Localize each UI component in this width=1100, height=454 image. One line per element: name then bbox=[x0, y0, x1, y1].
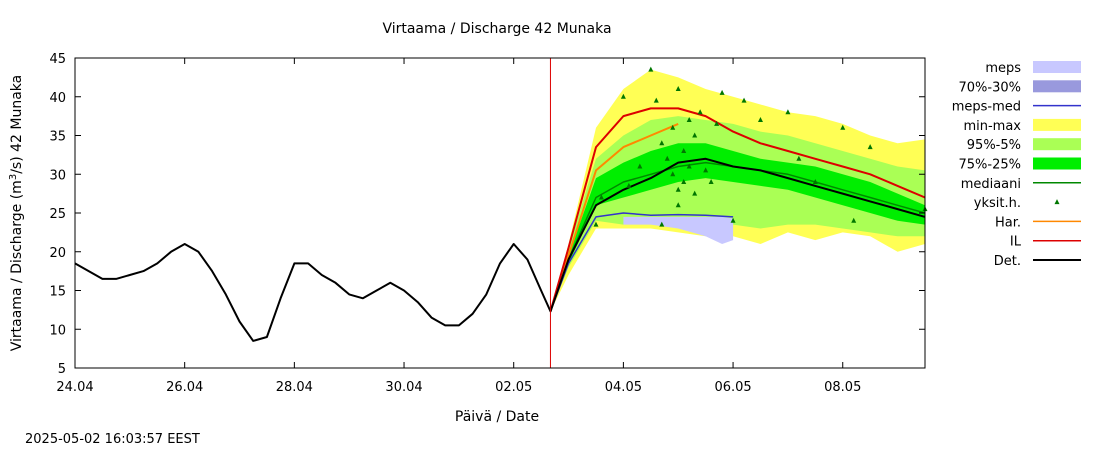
x-tick-label: 02.05 bbox=[495, 380, 532, 395]
series-layer bbox=[74, 107, 926, 342]
legend: meps 70%-30% meps-med min-max 95%-5% 75%-25% m… bbox=[952, 61, 1081, 269]
x-tick-label: 08.05 bbox=[824, 380, 861, 395]
x-tick-label: 06.05 bbox=[714, 380, 751, 395]
legend-label-min-max: min-max bbox=[963, 119, 1021, 134]
ensemble-point bbox=[659, 140, 665, 146]
y-axis-label-sup: 3 bbox=[8, 174, 19, 180]
x-tick-label: 28.04 bbox=[276, 380, 313, 395]
ensemble-point bbox=[703, 167, 709, 173]
ensemble-point bbox=[620, 93, 626, 99]
ensemble-point bbox=[675, 186, 681, 192]
legend-swatch-95-5 bbox=[1033, 138, 1081, 151]
bands-layer bbox=[550, 69, 925, 312]
ensemble-point bbox=[653, 97, 659, 103]
y-tick-label: 25 bbox=[49, 207, 66, 222]
legend-label-meps: meps bbox=[985, 61, 1021, 76]
ensemble-point bbox=[719, 89, 725, 95]
legend-swatch-min-max bbox=[1033, 118, 1081, 131]
x-tick-label: 24.04 bbox=[56, 380, 93, 395]
ensemble-point bbox=[598, 194, 604, 200]
ensemble-point bbox=[867, 144, 873, 150]
ensemble-point bbox=[648, 66, 654, 72]
y-tick-label: 40 bbox=[49, 91, 66, 106]
legend-label-har: Har. bbox=[995, 215, 1021, 230]
x-tick-label: 26.04 bbox=[166, 380, 203, 395]
ensemble-point bbox=[692, 190, 698, 196]
band-75-25 bbox=[550, 143, 925, 312]
ensemble-point bbox=[785, 109, 791, 115]
y-tick-label: 30 bbox=[49, 168, 66, 183]
ensemble-point bbox=[796, 155, 802, 161]
ensemble-point bbox=[697, 109, 703, 115]
legend-label-mediaani: mediaani bbox=[961, 177, 1021, 192]
series-line-meps-med bbox=[549, 212, 734, 312]
y-tick-label: 35 bbox=[49, 130, 66, 145]
series-line-det bbox=[74, 157, 926, 342]
ensemble-point bbox=[664, 155, 670, 161]
ensemble-point bbox=[675, 202, 681, 208]
ensemble-point bbox=[757, 117, 763, 122]
ensemble-point bbox=[637, 163, 643, 169]
ensemble-point bbox=[840, 124, 846, 130]
legend-swatch-meps bbox=[1033, 61, 1081, 73]
x-tick-label: 04.05 bbox=[605, 380, 642, 395]
band-meps bbox=[623, 216, 734, 244]
legend-label-il: IL bbox=[1010, 235, 1022, 250]
legend-swatch-yksit-h bbox=[1054, 199, 1060, 205]
ensemble-point bbox=[675, 86, 681, 91]
timestamp-footer: 2025-05-02 16:03:57 EEST bbox=[25, 432, 200, 447]
legend-swatch-75-25 bbox=[1033, 157, 1081, 170]
legend-label-95-5: 95%-5% bbox=[967, 138, 1021, 153]
ensemble-point bbox=[851, 217, 857, 223]
ensemble-point bbox=[741, 97, 747, 103]
ensemble-point bbox=[681, 148, 687, 153]
axes-layer: 5 10 15 20 25 30 35 40 45 24.04 26.04 28.04 30.04 02.… bbox=[49, 52, 925, 395]
points-layer bbox=[593, 66, 928, 227]
legend-swatch-70-30 bbox=[1033, 80, 1081, 93]
y-tick-label: 45 bbox=[49, 52, 66, 67]
ensemble-point bbox=[812, 179, 818, 184]
ensemble-point bbox=[681, 179, 687, 184]
chart-title: Virtaama / Discharge 42 Munaka bbox=[382, 21, 611, 37]
legend-label-70-30: 70%-30% bbox=[959, 80, 1021, 95]
legend-label-meps-med: meps-med bbox=[952, 100, 1021, 115]
ensemble-point bbox=[730, 217, 736, 223]
ensemble-point bbox=[714, 120, 720, 126]
series-line-il bbox=[549, 107, 926, 312]
series-line-har bbox=[549, 122, 679, 312]
y-tick-label: 5 bbox=[58, 362, 66, 377]
legend-label-yksit-h: yksit.h. bbox=[974, 196, 1021, 211]
x-axis-label: Päivä / Date bbox=[455, 409, 539, 425]
ensemble-point bbox=[670, 171, 676, 177]
y-tick-label: 10 bbox=[49, 323, 66, 338]
y-axis-label-rest: /s) 42 Munaka bbox=[9, 75, 25, 174]
y-tick-label: 20 bbox=[49, 246, 66, 261]
y-axis-label-main: Virtaama / Discharge (m bbox=[9, 180, 25, 351]
legend-label-det: Det. bbox=[994, 254, 1021, 269]
y-axis-label: Virtaama / Discharge (m3/s) 42 Munaka bbox=[8, 75, 26, 352]
ensemble-point bbox=[670, 124, 676, 130]
ensemble-point bbox=[708, 179, 714, 184]
ensemble-point bbox=[686, 117, 692, 122]
ensemble-point bbox=[692, 132, 698, 138]
ensemble-point bbox=[626, 182, 632, 188]
ensemble-point bbox=[593, 221, 599, 227]
x-tick-label: 30.04 bbox=[385, 380, 422, 395]
y-tick-label: 15 bbox=[49, 285, 66, 300]
ensemble-point bbox=[686, 163, 692, 169]
ensemble-point bbox=[659, 221, 665, 227]
legend-label-75-25: 75%-25% bbox=[959, 158, 1021, 173]
